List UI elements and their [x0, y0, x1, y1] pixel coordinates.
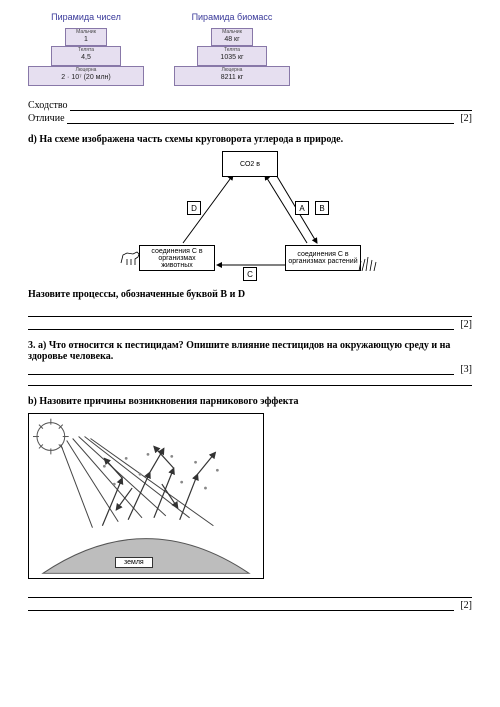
- pyr-value: 48 кг: [212, 36, 252, 44]
- blank-line: [28, 306, 472, 317]
- pyr-value: 1: [66, 36, 106, 44]
- grass-icon: [357, 255, 379, 271]
- answer-lines: [2]: [28, 306, 472, 330]
- similarity-label: Сходство: [28, 100, 68, 111]
- blank-line-row: [3]: [28, 364, 472, 375]
- carbon-question: Назовите процессы, обозначенные буквой B…: [28, 289, 472, 300]
- pyr-value: 1035 кг: [198, 54, 266, 62]
- answer-lines: [2]: [28, 587, 472, 611]
- pyr-value: 8211 кг: [175, 74, 289, 82]
- pyramid-biomass-title: Пирамида биомасс: [192, 12, 273, 22]
- carbon-box-co2: СО2 в: [222, 151, 278, 177]
- pyramid-biomass: Пирамида биомасс Мальчик 48 кг Телята 10…: [174, 12, 290, 86]
- blank-line-row: [2]: [28, 319, 472, 330]
- blank-line: [70, 101, 472, 111]
- difference-row: Отличие [2]: [28, 113, 472, 124]
- pyramid-numbers: Пирамида чисел Мальчик 1 Телята 4,5 Люце…: [28, 12, 144, 86]
- blank-line: [28, 365, 454, 375]
- similarity-row: Сходство: [28, 100, 472, 111]
- pyr-left-level1: Мальчик 1: [65, 28, 107, 46]
- blank-line: [67, 114, 455, 124]
- zebra-icon: [119, 247, 143, 269]
- carbon-box-plants: соединения С в организмах растений: [285, 245, 361, 271]
- pyr-right-level3: Люцерна 8211 кг: [174, 66, 290, 86]
- score-badge: [3]: [460, 364, 472, 375]
- carbon-box-animals: соединения С в организмах животных: [139, 245, 215, 271]
- pyr-left-level3: Люцерна 2 · 10⁷ (20 млн): [28, 66, 144, 86]
- score-badge: [2]: [460, 319, 472, 330]
- letter-d: D: [187, 201, 201, 215]
- difference-label: Отличие: [28, 113, 65, 124]
- blank-line: [28, 587, 472, 598]
- pyr-value: 4,5: [52, 54, 120, 62]
- blank-line: [28, 375, 472, 386]
- letter-b: B: [315, 201, 329, 215]
- blank-line: [28, 320, 454, 330]
- blank-line: [28, 601, 454, 611]
- q3a-text: 3. а) Что относится к пестицидам? Опишит…: [28, 340, 472, 362]
- letter-a: A: [295, 201, 309, 215]
- blank-line-row: [2]: [28, 600, 472, 611]
- score-badge: [2]: [460, 600, 472, 611]
- pyr-right-level2: Телята 1035 кг: [197, 46, 267, 66]
- pyr-right-level1: Мальчик 48 кг: [211, 28, 253, 46]
- pyr-left-level2: Телята 4,5: [51, 46, 121, 66]
- score-badge: [2]: [460, 113, 472, 124]
- greenhouse-heading: b) Назовите причины возникновения парник…: [28, 396, 472, 407]
- pyramids-container: Пирамида чисел Мальчик 1 Телята 4,5 Люце…: [28, 12, 472, 86]
- letter-c: C: [243, 267, 257, 281]
- earth-label: земля: [115, 557, 153, 568]
- greenhouse-diagram: земля: [28, 413, 264, 579]
- carbon-heading: d) На схеме изображена часть схемы круго…: [28, 134, 472, 145]
- pyramid-numbers-title: Пирамида чисел: [51, 12, 121, 22]
- carbon-diagram: СО2 в соединения С в организмах животных…: [125, 151, 375, 281]
- pyr-value: 2 · 10⁷ (20 млн): [29, 74, 143, 82]
- greenhouse-svg: [33, 418, 259, 574]
